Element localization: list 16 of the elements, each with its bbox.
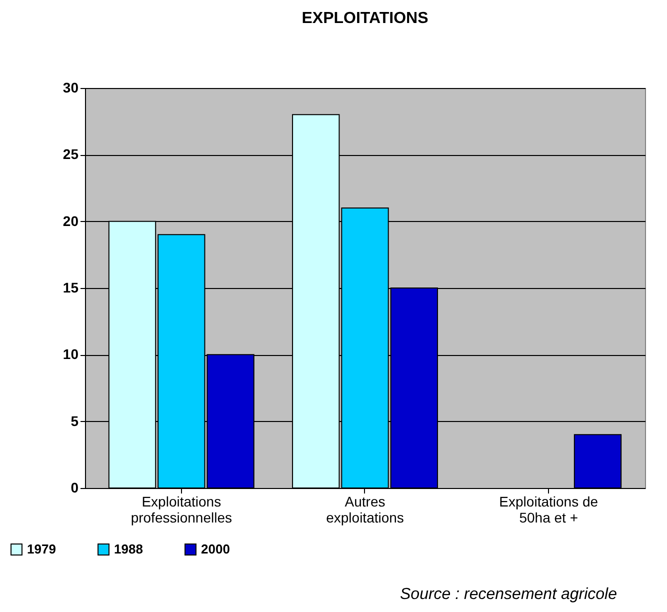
x-tick-label: Autres exploitations [326, 494, 404, 526]
legend-label: 2000 [201, 542, 230, 557]
x-tick-label: Exploitations professionnelles [130, 494, 232, 526]
y-tick-label: 25 [62, 146, 79, 162]
bar [574, 434, 622, 488]
y-tick-label: 15 [62, 280, 79, 296]
y-tick-label: 10 [62, 346, 79, 362]
legend-label: 1979 [27, 542, 56, 557]
x-tick-label: Exploitations de 50ha et + [499, 494, 598, 526]
legend-label: 1988 [114, 542, 143, 557]
source-note: Source : recensement agricole [400, 586, 617, 604]
y-tick-label: 0 [70, 480, 79, 496]
y-tick-label: 30 [62, 80, 79, 96]
y-tick-label: 20 [62, 212, 79, 229]
y-tick-label: 5 [70, 412, 79, 429]
chart-title: EXPLOITATIONS [302, 10, 429, 27]
